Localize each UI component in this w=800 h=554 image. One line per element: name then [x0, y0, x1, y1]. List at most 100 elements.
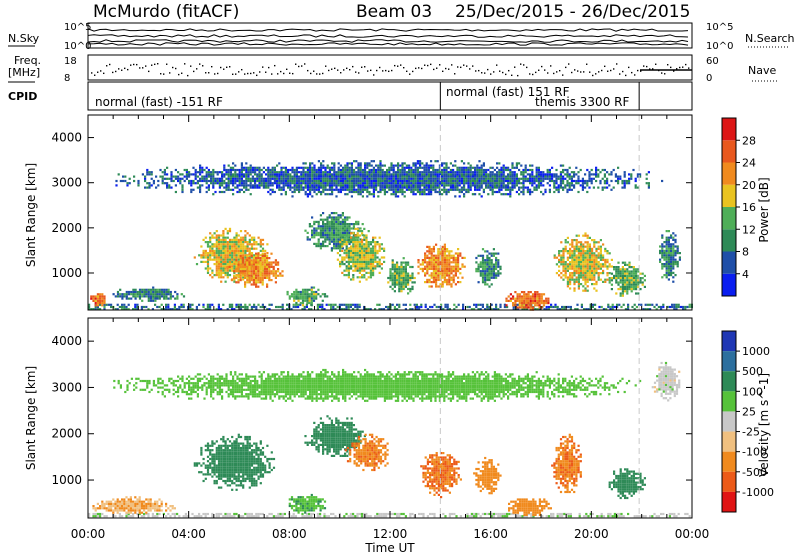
freq-dot [277, 73, 279, 75]
colorbar-swatch [722, 391, 736, 412]
freq-dots [91, 63, 692, 77]
freq-dot [268, 66, 270, 69]
freq-dot [223, 68, 225, 70]
freq-dot [640, 70, 642, 72]
freq-dot [400, 64, 402, 66]
xtick-label: 16:00 [473, 527, 508, 541]
nave-tick-bottom: 0 [706, 73, 712, 84]
echo-region [387, 257, 416, 295]
freq-dot [184, 63, 186, 65]
freq-dot [238, 71, 240, 73]
freq-dot [607, 70, 609, 72]
echo-region [505, 291, 550, 311]
freq-dot [250, 72, 252, 75]
freq-tick-top: 18 [64, 56, 77, 67]
cpid-label: CPID [8, 90, 37, 103]
freq-dot [616, 63, 618, 65]
colorbar-tick-label: 20 [742, 179, 756, 192]
freq-dot [316, 73, 318, 75]
freq-dot [349, 68, 351, 71]
cpid-strip [87, 81, 693, 111]
colorbar-tick-label: 100 [742, 385, 763, 398]
colorbar-swatch [722, 207, 736, 230]
freq-dot [634, 74, 636, 76]
freq-dot [118, 68, 120, 70]
freq-dot [490, 73, 492, 75]
freq-dot [619, 73, 621, 75]
nsky-label: N.Sky [8, 32, 40, 45]
freq-dot [487, 68, 489, 71]
nsearch-label: N.Search [745, 32, 795, 45]
echo-region [473, 456, 502, 495]
echo-region [304, 415, 366, 457]
freq-dot [484, 72, 486, 74]
freq-dot [580, 71, 582, 73]
freq-dot [559, 69, 561, 72]
ytick-label: 1000 [51, 473, 82, 487]
echo-region [193, 433, 276, 491]
freq-dot [106, 65, 108, 67]
freq-dot [127, 68, 129, 71]
xtick-label: 12:00 [373, 527, 408, 541]
freq-dot [103, 72, 105, 75]
freq-dot [622, 70, 624, 73]
freq-dot [406, 70, 408, 73]
freq-dot [181, 72, 183, 74]
freq-dot [502, 71, 504, 74]
colorbar-swatch [722, 331, 736, 352]
colorbar-swatch [722, 162, 736, 185]
freq-dot [334, 67, 336, 70]
freq-dot [262, 66, 264, 68]
freq-dot [160, 73, 162, 75]
echo-region [344, 433, 389, 472]
power-colorbar: 4 8 12 16 20 24 28 [721, 117, 756, 297]
freq-dot [196, 68, 198, 70]
velocity-panel: 1000 2000 3000 4000 [51, 317, 693, 519]
freq-dot [310, 72, 312, 75]
nsky-tick-bottom: 10^0 [64, 41, 91, 52]
colorbar-swatch [722, 229, 736, 252]
echo-region [115, 160, 664, 198]
time-axis: 00:00 04:00 08:00 12:00 16:00 20:00 00:00 [71, 527, 710, 541]
freq-dot [457, 66, 459, 68]
freq-dot [553, 72, 555, 75]
power-panel: 1000 2000 3000 4000 [51, 114, 693, 311]
colorbar-swatch [722, 491, 736, 512]
freq-dot [241, 68, 243, 71]
nsearch-tick-bottom: 10^0 [706, 41, 733, 52]
freq-dot [193, 70, 195, 73]
freq-strip [87, 54, 693, 81]
nsky-tick-top: 10^5 [64, 22, 91, 33]
station-title: McMurdo (fitACF) [93, 2, 239, 22]
freq-dot [199, 63, 201, 65]
freq-dot [523, 64, 525, 66]
freq-dot [688, 67, 690, 69]
freq-dot [115, 70, 117, 73]
colorbar-swatch [722, 351, 736, 372]
freq-dot [169, 72, 171, 74]
freq-dot [556, 71, 558, 73]
freq-dot [202, 65, 204, 67]
freq-dot [535, 71, 537, 74]
freq-dot [112, 71, 114, 74]
xtick-label: 08:00 [272, 527, 307, 541]
freq-dot [157, 63, 159, 65]
freq-dot [664, 73, 666, 75]
colorbar-tick-label: 24 [742, 157, 756, 170]
echo-region [92, 496, 176, 514]
freq-dot [97, 71, 99, 73]
beam-label: Beam 03 [356, 2, 432, 22]
freq-dot [313, 70, 315, 72]
freq-dot [670, 66, 672, 69]
freq-dot [631, 71, 633, 74]
colorbar-tick-label: -100 [742, 446, 767, 459]
echo-region [553, 232, 613, 292]
freq-dot [175, 67, 177, 70]
colorbar-tick-label: 25 [742, 405, 756, 418]
freq-dot [592, 74, 594, 77]
freq-dot [385, 69, 387, 72]
freq-dot [514, 66, 516, 68]
echo-region [420, 452, 462, 499]
freq-dot [244, 73, 246, 75]
